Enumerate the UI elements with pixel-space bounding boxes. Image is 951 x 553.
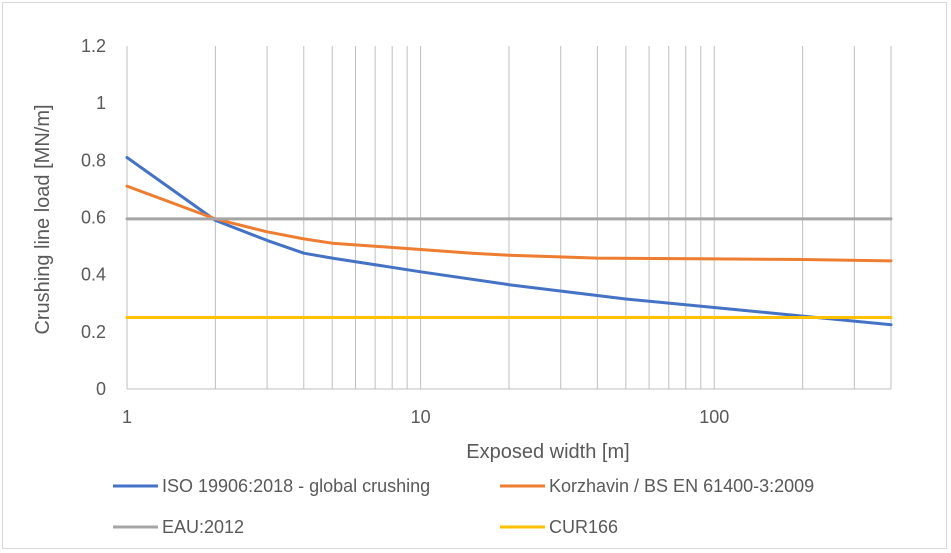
legend-label: Korzhavin / BS EN 61400-3:2009 xyxy=(549,476,814,496)
y-tick-label: 0 xyxy=(96,379,106,399)
series-line-2 xyxy=(125,184,893,263)
y-tick-label: 1.2 xyxy=(81,36,106,56)
legend-label: ISO 19906:2018 - global crushing xyxy=(162,476,430,496)
y-axis-title: Crushing line load [MN/m] xyxy=(32,104,54,334)
x-tick-label: 1 xyxy=(122,407,132,427)
series-lines xyxy=(125,156,893,327)
y-tick-label: 0.6 xyxy=(81,208,106,228)
legend: ISO 19906:2018 - global crushing Korzhavi… xyxy=(113,476,814,537)
tick-labels: 0 0.2 0.4 0.6 0.8 1 1.2 1 10 100 xyxy=(81,36,729,427)
x-axis-title: Exposed width [m] xyxy=(466,441,629,463)
y-tick-label: 0.2 xyxy=(81,322,106,342)
legend-label: CUR166 xyxy=(549,517,618,537)
y-tick-label: 0.8 xyxy=(81,150,106,170)
y-tick-label: 1 xyxy=(96,93,106,113)
legend-label: EAU:2012 xyxy=(162,517,244,537)
series-line-1 xyxy=(125,156,893,327)
x-tick-label: 100 xyxy=(699,407,729,427)
x-tick-label: 10 xyxy=(411,407,431,427)
y-tick-label: 0.4 xyxy=(81,265,106,285)
